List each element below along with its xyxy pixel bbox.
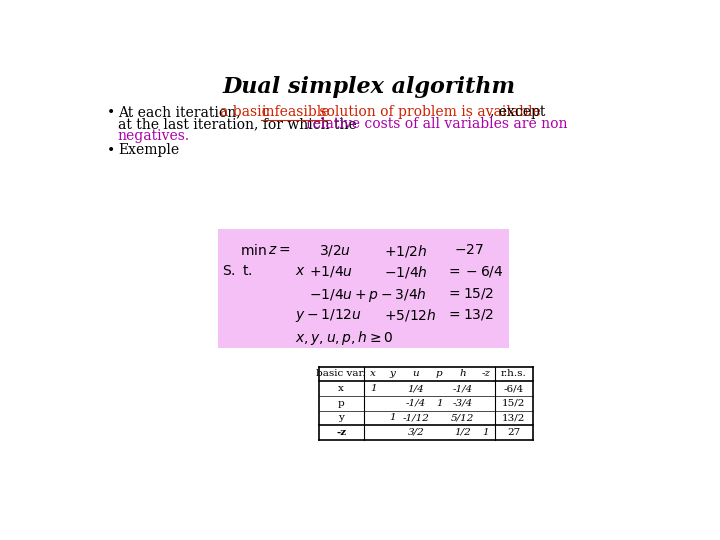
Text: p: p <box>436 369 443 379</box>
Text: -3/4: -3/4 <box>452 399 472 408</box>
Text: , except: , except <box>490 105 545 119</box>
Text: $y -1/12u$: $y -1/12u$ <box>295 307 362 325</box>
Text: $z=$: $z=$ <box>269 242 290 256</box>
Text: at the last iteration, for which the: at the last iteration, for which the <box>118 117 361 131</box>
Text: 1: 1 <box>482 428 489 437</box>
Text: infeasible: infeasible <box>261 105 330 119</box>
Text: $+5/12h$: $+5/12h$ <box>384 307 437 323</box>
Text: 1: 1 <box>390 413 396 422</box>
Text: At each iteration,: At each iteration, <box>118 105 249 119</box>
Text: 1/2: 1/2 <box>454 428 471 437</box>
Text: 1: 1 <box>370 384 377 393</box>
Text: 5/12: 5/12 <box>451 413 474 422</box>
Text: $-27$: $-27$ <box>454 242 485 256</box>
Text: -z: -z <box>481 369 490 379</box>
Text: at the last iteration, for which the: at the last iteration, for which the <box>118 117 361 131</box>
Text: x: x <box>338 384 344 393</box>
Text: -1/12: -1/12 <box>402 413 429 422</box>
Text: x: x <box>370 369 376 379</box>
Text: -1/4: -1/4 <box>406 399 426 408</box>
Text: •: • <box>107 105 115 119</box>
Text: $+1/2h$: $+1/2h$ <box>384 242 428 259</box>
Text: 13/2: 13/2 <box>503 413 526 422</box>
Text: -z: -z <box>336 428 346 437</box>
Text: 1: 1 <box>436 399 443 408</box>
Text: $+1/4u$: $+1/4u$ <box>310 264 354 279</box>
Text: negatives.: negatives. <box>118 130 190 144</box>
Text: $=-6/4$: $=-6/4$ <box>446 264 504 279</box>
Text: r.h.s.: r.h.s. <box>501 369 527 379</box>
FancyBboxPatch shape <box>218 229 508 348</box>
Text: $\mathrm{S.\ t.}$: $\mathrm{S.\ t.}$ <box>222 264 253 278</box>
Text: -1/4: -1/4 <box>452 384 472 393</box>
Text: a basic: a basic <box>220 105 274 119</box>
Text: $3/2u$: $3/2u$ <box>319 242 351 258</box>
Text: p: p <box>338 399 344 408</box>
Text: •: • <box>107 143 115 157</box>
Text: $=13/2$: $=13/2$ <box>446 307 495 322</box>
Text: 3/2: 3/2 <box>408 428 424 437</box>
Text: 27: 27 <box>508 428 521 437</box>
Text: basic var.: basic var. <box>316 369 366 379</box>
Text: u: u <box>413 369 419 379</box>
Text: relative costs of all variables are non: relative costs of all variables are non <box>306 117 568 131</box>
Text: 1/4: 1/4 <box>408 384 424 393</box>
Text: $-1/4h$: $-1/4h$ <box>384 264 428 280</box>
Text: h: h <box>459 369 466 379</box>
Text: $\mathrm{min}$: $\mathrm{min}$ <box>240 242 266 258</box>
Text: $-1/4u + p -3/4h$: $-1/4u + p -3/4h$ <box>310 286 427 304</box>
Text: $x, y, u, p, h \geq 0$: $x, y, u, p, h \geq 0$ <box>295 329 394 347</box>
Text: Dual simplex algorithm: Dual simplex algorithm <box>222 76 516 98</box>
Text: y: y <box>390 369 395 379</box>
Text: $=15/2$: $=15/2$ <box>446 286 495 301</box>
Text: Exemple: Exemple <box>118 143 179 157</box>
Text: y: y <box>338 413 344 422</box>
Text: 15/2: 15/2 <box>503 399 526 408</box>
Text: -6/4: -6/4 <box>504 384 524 393</box>
Text: solution of problem is available: solution of problem is available <box>315 105 541 119</box>
Text: $x$: $x$ <box>295 264 306 278</box>
